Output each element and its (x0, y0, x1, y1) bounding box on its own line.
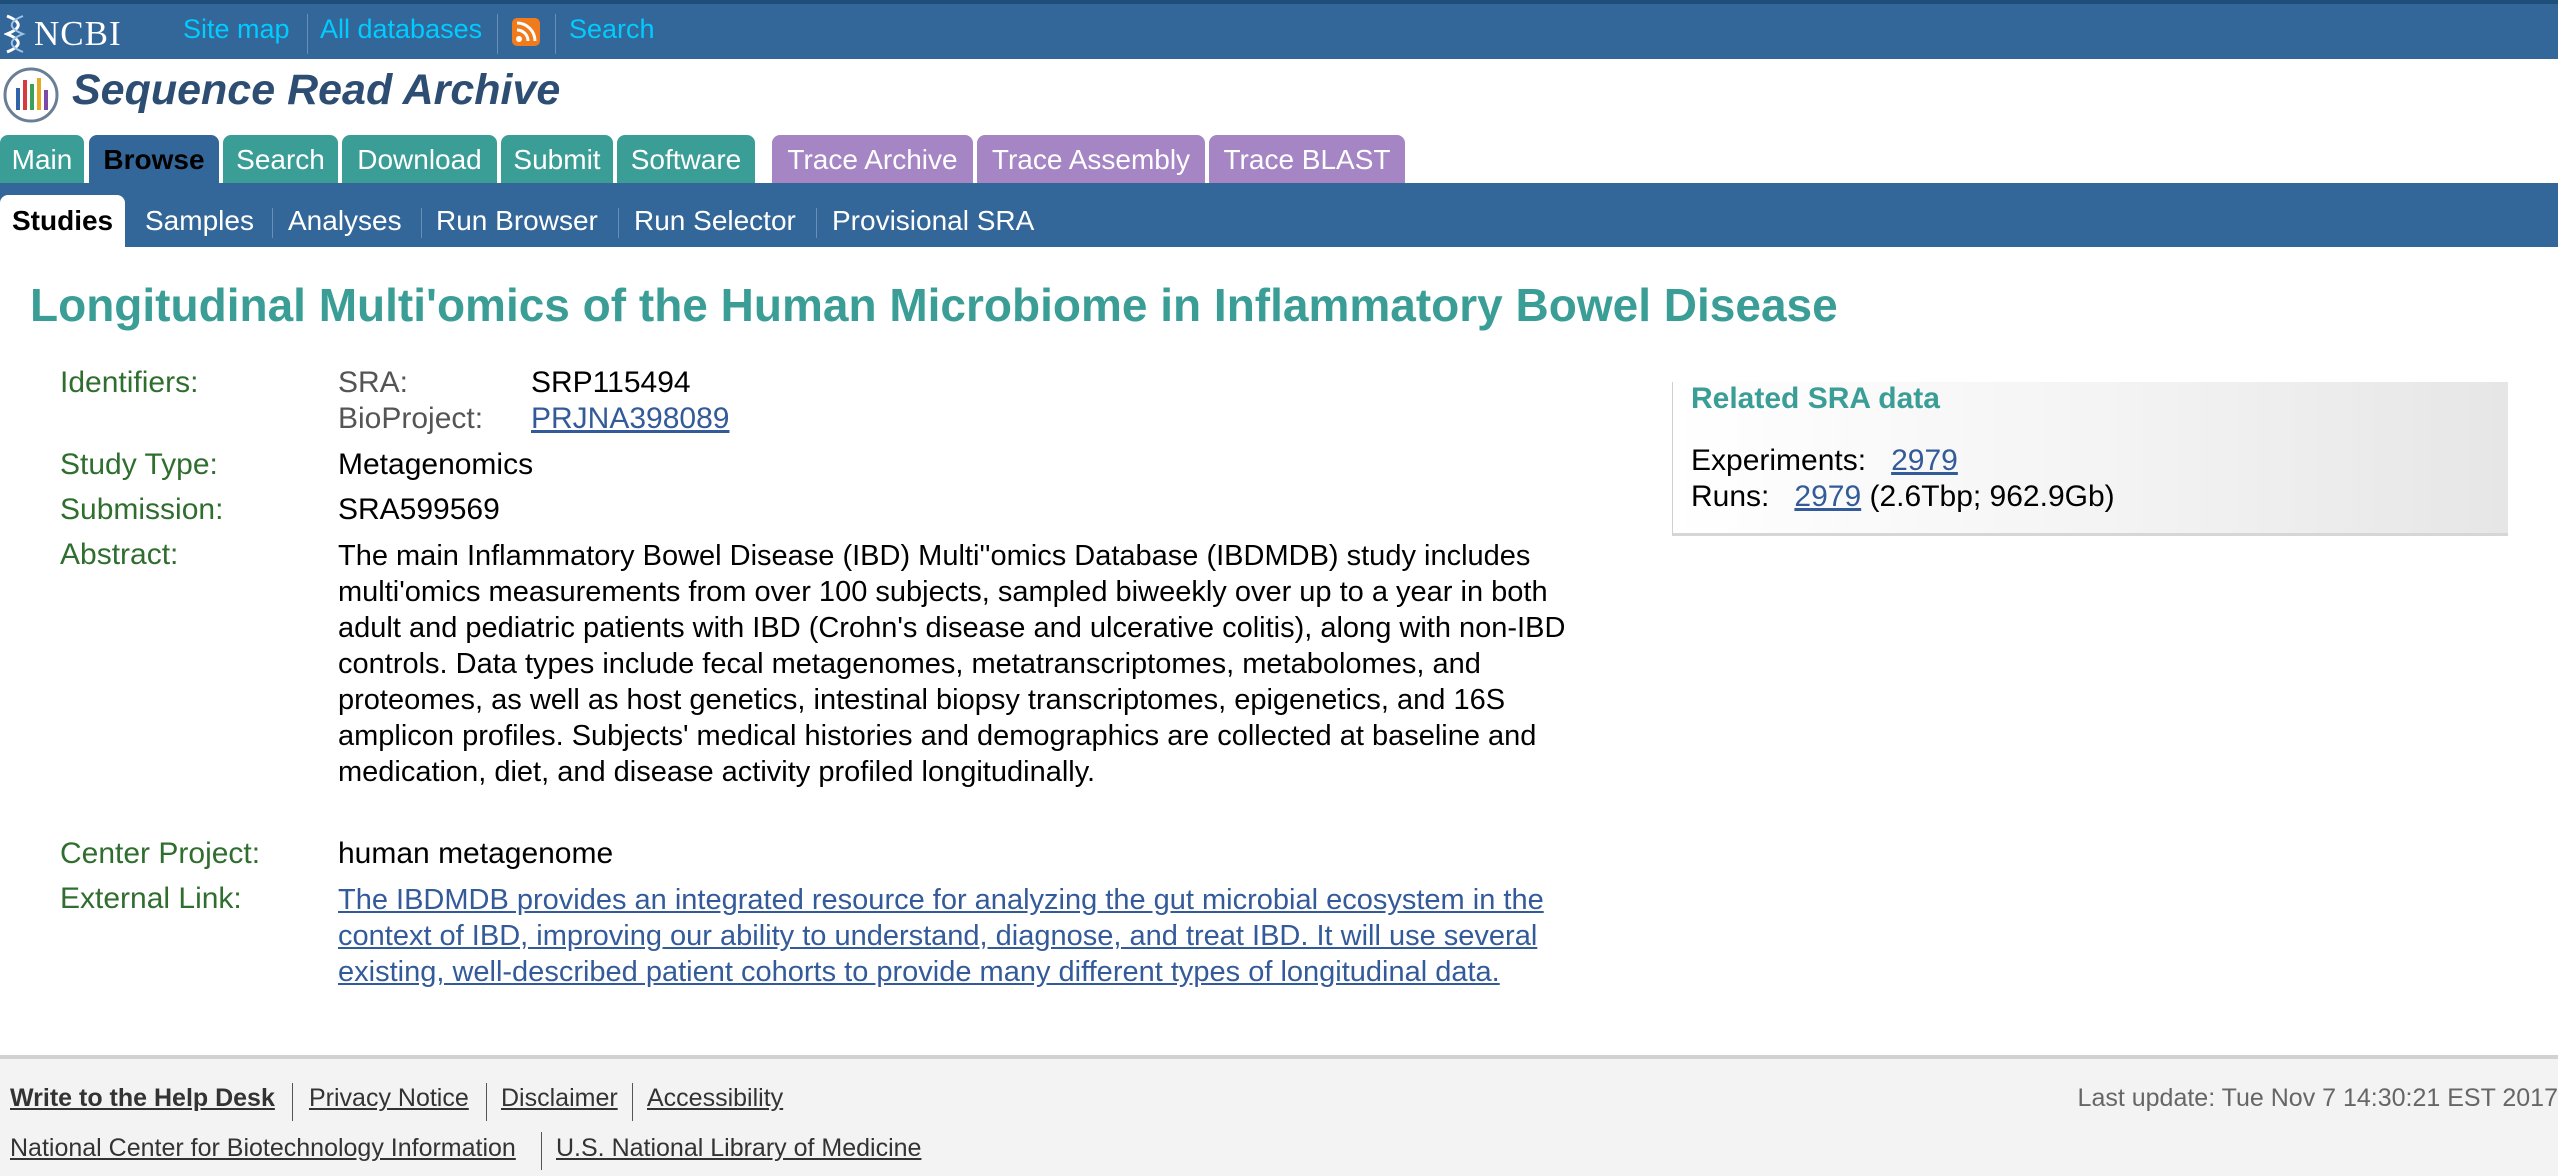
search-link[interactable]: Search (569, 14, 655, 44)
tab-trace-assembly[interactable]: Trace Assembly (977, 135, 1205, 183)
bioproject-label: BioProject: (338, 402, 484, 435)
center-project-label: Center Project: (60, 837, 261, 870)
divider (421, 208, 422, 238)
tab-browse[interactable]: Browse (89, 135, 219, 183)
subtab-provisional-sra[interactable]: Provisional SRA (832, 205, 1035, 236)
related-sra-data-title: Related SRA data (1691, 382, 1940, 415)
subtab-studies[interactable]: Studies (0, 195, 126, 247)
divider (632, 1083, 633, 1121)
study-type-value: Metagenomics (338, 448, 534, 481)
help-desk-link[interactable]: Write to the Help Desk (10, 1084, 275, 1112)
bioproject-link[interactable]: PRJNA398089 (531, 402, 730, 435)
tab-trace-archive[interactable]: Trace Archive (772, 135, 973, 183)
subtab-analyses[interactable]: Analyses (288, 205, 402, 236)
runs-label: Runs: (1691, 480, 1770, 513)
identifiers-label: Identifiers: (60, 366, 199, 399)
runs-size: (2.6Tbp; 962.9Gb) (1869, 480, 2115, 513)
ncbi-logo-text: NCBI (34, 14, 122, 53)
subtab-samples[interactable]: Samples (145, 205, 254, 236)
divider (618, 208, 619, 238)
tab-search[interactable]: Search (223, 135, 338, 183)
privacy-notice-link[interactable]: Privacy Notice (309, 1084, 469, 1112)
tab-trace-blast[interactable]: Trace BLAST (1209, 135, 1405, 183)
sra-label: SRA: (338, 366, 409, 399)
submission-label: Submission: (60, 493, 224, 526)
divider (497, 14, 498, 54)
external-link-label: External Link: (60, 882, 242, 915)
abstract-text: The main Inflammatory Bowel Disease (IBD… (338, 540, 1566, 788)
center-project-value: human metagenome (338, 837, 614, 870)
study-type-label: Study Type: (60, 448, 218, 481)
divider (555, 14, 556, 54)
accessibility-link[interactable]: Accessibility (647, 1084, 784, 1112)
tab-submit[interactable]: Submit (501, 135, 613, 183)
tab-software[interactable]: Software (617, 135, 755, 183)
divider (272, 208, 273, 238)
footer (0, 1055, 2558, 1176)
ncbi-helix-icon (4, 14, 26, 54)
ncbi-top-bar: NCBI Site map All databases Search (0, 0, 2558, 59)
subtab-run-selector[interactable]: Run Selector (634, 205, 796, 236)
divider (307, 14, 308, 54)
divider (816, 208, 817, 238)
sra-accession: SRP115494 (531, 366, 691, 399)
last-update-text: Last update: Tue Nov 7 14:30:21 EST 2017 (2077, 1084, 2558, 1112)
sra-header (0, 59, 2558, 138)
ncbi-logo[interactable]: NCBI (4, 12, 122, 56)
ncbi-footer-link[interactable]: National Center for Biotechnology Inform… (10, 1134, 516, 1162)
divider (486, 1083, 487, 1121)
tab-main[interactable]: Main (0, 135, 84, 183)
page-title: Longitudinal Multi'omics of the Human Mi… (30, 279, 1838, 331)
subtab-run-browser[interactable]: Run Browser (436, 205, 598, 236)
runs-row: Runs: 2979 (2.6Tbp; 962.9Gb) (1691, 480, 2115, 514)
rss-icon[interactable] (512, 18, 540, 46)
sra-title[interactable]: Sequence Read Archive (72, 66, 561, 114)
sub-navigation-bar (0, 183, 2558, 247)
abstract-label: Abstract: (60, 538, 179, 571)
nlm-footer-link[interactable]: U.S. National Library of Medicine (556, 1134, 922, 1162)
tab-download[interactable]: Download (342, 135, 497, 183)
all-databases-link[interactable]: All databases (320, 14, 483, 44)
experiments-label: Experiments: (1691, 444, 1867, 477)
site-map-link[interactable]: Site map (183, 14, 290, 44)
disclaimer-link[interactable]: Disclaimer (501, 1084, 618, 1112)
runs-link[interactable]: 2979 (1794, 480, 1862, 513)
divider (541, 1132, 542, 1170)
related-sra-data-panel: Related SRA data Experiments: 2979 Runs:… (1672, 382, 2508, 536)
experiments-row: Experiments: 2979 (1691, 444, 1958, 478)
external-link[interactable]: The IBDMDB provides an integrated resour… (338, 884, 1544, 988)
divider (292, 1083, 293, 1121)
submission-value: SRA599569 (338, 493, 500, 526)
sra-logo-icon (2, 66, 60, 124)
experiments-link[interactable]: 2979 (1891, 444, 1958, 477)
